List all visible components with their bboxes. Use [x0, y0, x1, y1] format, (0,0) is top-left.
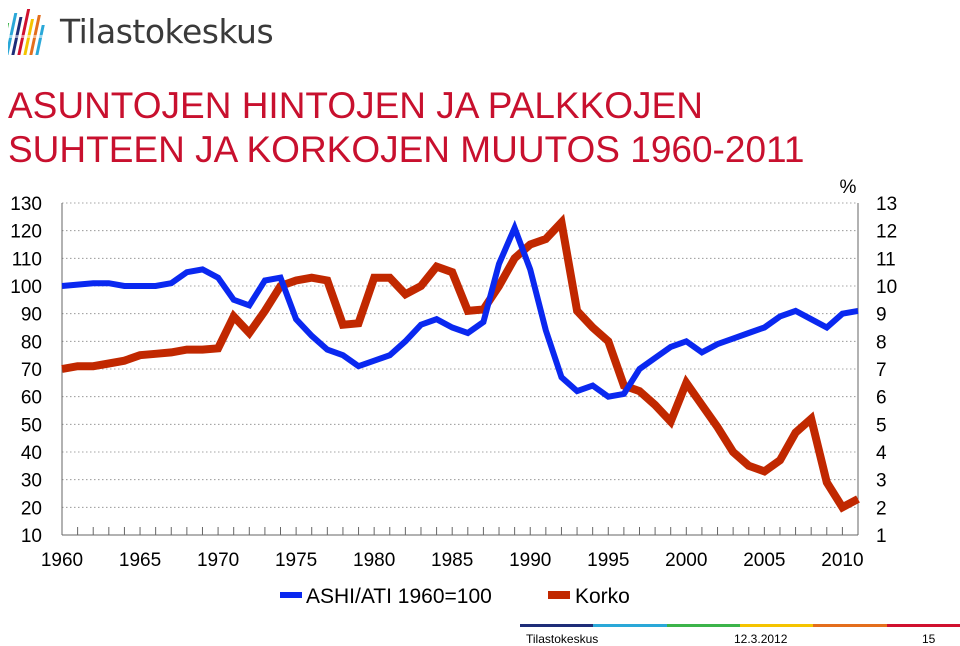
- y-right-tick-label: 4: [876, 443, 887, 464]
- y-right-tick-label: 9: [876, 305, 887, 326]
- x-tick-label: 1965: [119, 550, 161, 571]
- y-right-tick-label: 6: [876, 388, 887, 409]
- x-tick-label: 2000: [665, 550, 707, 571]
- footer: Tilastokeskus 12.3.2012 15: [0, 620, 960, 646]
- logo-text: Tilastokeskus: [60, 11, 274, 51]
- y-left-tick-label: 80: [21, 332, 42, 353]
- legend-ashi-label: ASHI/ATI 1960=100: [306, 585, 492, 608]
- y-left-tick-label: 70: [21, 360, 42, 381]
- y-left-tick-label: 110: [12, 249, 42, 270]
- footer-page: 15: [922, 632, 936, 646]
- y-right-tick-label: 5: [876, 415, 887, 436]
- y-right-tick-label: 2: [876, 498, 887, 519]
- logo: Tilastokeskus: [8, 2, 274, 60]
- title-line-1: ASUNTOJEN HINTOJEN JA PALKKOJEN: [8, 85, 703, 126]
- y-left-tick-label: 20: [21, 498, 42, 519]
- y-left-tick-label: 50: [21, 415, 42, 436]
- y-left-tick-label: 10: [21, 526, 42, 547]
- y-right-tick-label: 10: [876, 277, 897, 298]
- y-right-tick-label: 13: [876, 194, 897, 215]
- y-left-tick-label: 60: [21, 388, 42, 409]
- y-left-tick-label: 90: [21, 305, 42, 326]
- legend: ASHI/ATI 1960=100 Korko: [280, 585, 630, 608]
- y-left-tick-label: 30: [21, 471, 42, 492]
- series-line-ashi: [61, 219, 859, 400]
- y-left-tick-label: 120: [10, 222, 42, 243]
- footer-color-bar: [593, 624, 667, 627]
- y-right-unit: %: [840, 177, 857, 198]
- x-tick-label: 1980: [353, 550, 395, 571]
- footer-color-bar: [740, 624, 814, 627]
- legend-korko-label: Korko: [575, 585, 630, 608]
- y-right-tick-label: 3: [876, 471, 887, 492]
- footer-color-bar: [813, 624, 887, 627]
- footer-org: Tilastokeskus: [526, 632, 599, 646]
- x-tick-label: 1985: [431, 550, 473, 571]
- y-left-tick-label: 130: [10, 194, 42, 215]
- page-title: ASUNTOJEN HINTOJEN JA PALKKOJEN SUHTEEN …: [8, 84, 908, 172]
- x-tick-label: 2010: [821, 550, 863, 571]
- y-left-tick-label: 40: [21, 443, 42, 464]
- y-right-tick-label: 7: [876, 360, 887, 381]
- y-right-tick-label: 11: [876, 249, 896, 270]
- footer-color-bar: [886, 624, 960, 627]
- series-line-korko: [61, 213, 860, 513]
- y-left-tick-label: 100: [10, 277, 42, 298]
- footer-date: 12.3.2012: [734, 632, 788, 646]
- logo-icon: [8, 9, 52, 55]
- footer-color-bar: [520, 624, 594, 627]
- x-axis-ticks: [61, 527, 859, 535]
- series-lines: [61, 213, 860, 513]
- x-tick-label: 1990: [509, 550, 551, 571]
- y-right-tick-label: 8: [876, 332, 887, 353]
- footer-color-bar: [666, 624, 740, 627]
- y-right-tick-label: 12: [876, 222, 897, 243]
- x-tick-label: 2005: [743, 550, 785, 571]
- x-tick-label: 1975: [275, 550, 317, 571]
- chart-grid: [62, 202, 858, 536]
- title-line-2: SUHTEEN JA KORKOJEN MUUTOS 1960-2011: [8, 129, 805, 170]
- y-right-tick-label: 1: [876, 526, 887, 547]
- x-tick-label: 1970: [197, 550, 239, 571]
- x-tick-label: 1995: [587, 550, 629, 571]
- x-tick-label: 1960: [41, 550, 83, 571]
